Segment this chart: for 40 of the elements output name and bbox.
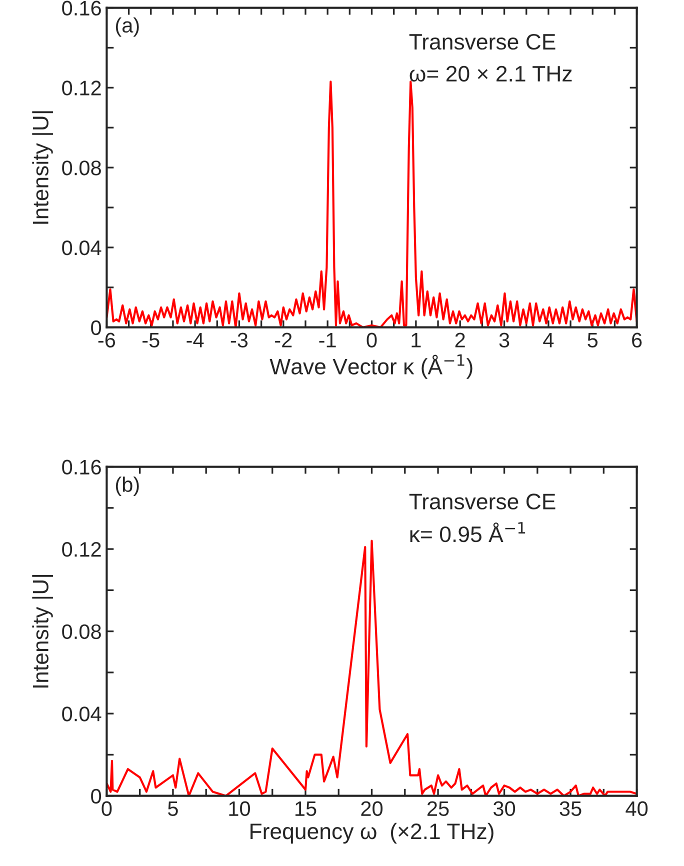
annotation: ω= 20 × 2.1 THz xyxy=(410,66,572,82)
x-tick-label: -5 xyxy=(142,332,160,348)
x-tick-label: -3 xyxy=(230,332,248,348)
x-tick-label: 4 xyxy=(543,332,554,348)
y-tick-label: 0.12 xyxy=(62,542,101,557)
x-tick-label: 3 xyxy=(499,332,510,348)
y-tick-label: 0.04 xyxy=(62,240,102,256)
annotation: κ= 0.95 Å$^{−1}$ xyxy=(410,522,526,542)
x-tick-label: -4 xyxy=(186,332,204,348)
y-tick-label: 0.08 xyxy=(62,160,101,176)
y-tick-label: 0.16 xyxy=(62,460,101,475)
y-tick-label: 0.04 xyxy=(62,706,102,722)
x-tick-label: 5 xyxy=(168,801,178,816)
x-tick-label: 0 xyxy=(366,332,377,348)
y-axis-title: Intensity |U| xyxy=(32,575,53,688)
x-tick-label: 2 xyxy=(455,332,465,348)
x-tick-label: 20 xyxy=(361,801,383,816)
annotation: Transverse CE xyxy=(409,34,556,50)
x-axis-title: Frequency ω (×2.1 THz) xyxy=(250,822,494,844)
x-tick-label: 6 xyxy=(632,332,642,348)
x-tick-label: 5 xyxy=(588,332,598,348)
annotation: Transverse CE xyxy=(409,494,556,510)
annotation: (a) xyxy=(116,17,139,37)
y-tick-label: 0.12 xyxy=(62,80,101,96)
x-tick-label: 0 xyxy=(102,801,112,816)
x-tick-label: 10 xyxy=(229,801,250,816)
x-tick-label: 15 xyxy=(295,801,316,816)
x-axis-title: Wave Vector κ (Å$^{−1}$) xyxy=(270,354,472,379)
x-tick-label: -1 xyxy=(319,332,336,348)
y-tick-label: 0.16 xyxy=(62,0,101,16)
x-tick-label: 40 xyxy=(626,801,648,816)
x-tick-label: -2 xyxy=(275,332,292,348)
y-tick-label: 0 xyxy=(91,788,102,804)
x-tick-label: 30 xyxy=(493,801,516,816)
x-tick-label: 1 xyxy=(412,332,421,348)
x-tick-label: 35 xyxy=(560,801,582,816)
x-tick-label: 25 xyxy=(427,801,449,816)
y-axis-title: Intensity |U| xyxy=(32,111,53,224)
annotation: (b) xyxy=(116,476,139,496)
y-tick-label: 0.08 xyxy=(62,624,101,640)
